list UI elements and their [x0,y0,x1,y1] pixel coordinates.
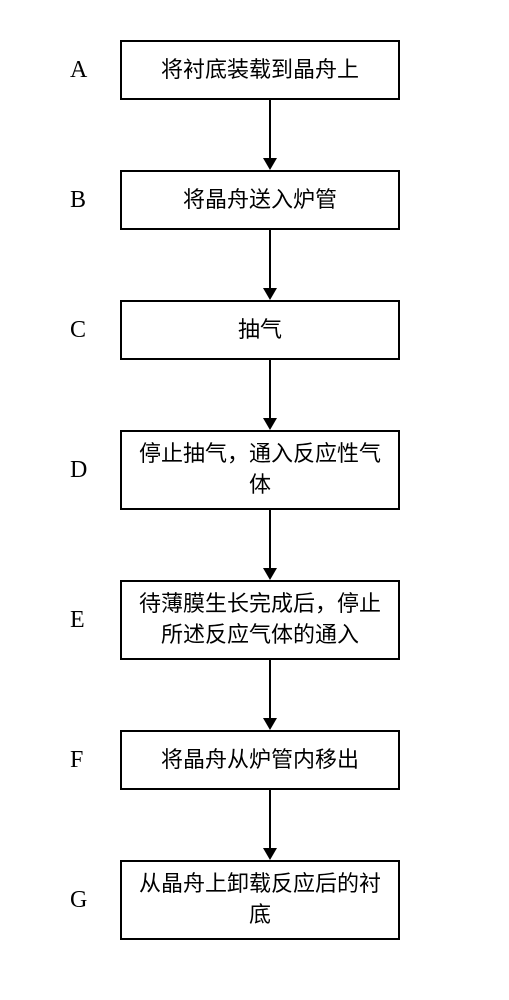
step-label: F [70,747,120,774]
step-box: 从晶舟上卸载反应后的衬底 [120,860,400,940]
flow-arrow [263,790,277,860]
flow-arrow [263,230,277,300]
step-box: 待薄膜生长完成后，停止所述反应气体的通入 [120,580,400,660]
arrow-head-icon [263,418,277,430]
step-text: 待薄膜生长完成后，停止所述反应气体的通入 [138,589,382,651]
step-box: 停止抽气，通入反应性气体 [120,430,400,510]
arrow-head-icon [263,848,277,860]
step-box: 将衬底装载到晶舟上 [120,40,400,100]
flowchart-container: A 将衬底装载到晶舟上 B 将晶舟送入炉管 C 抽气 D 停止抽气，通入反应性气… [0,0,509,1000]
arrow-head-icon [263,718,277,730]
arrow-line [269,230,271,288]
arrow-line [269,660,271,718]
step-label: E [70,607,120,634]
step-a: A 将衬底装载到晶舟上 [70,40,400,100]
step-e: E 待薄膜生长完成后，停止所述反应气体的通入 [70,580,400,660]
flow-arrow [263,660,277,730]
arrow-line [269,790,271,848]
step-c: C 抽气 [70,300,400,360]
step-box: 抽气 [120,300,400,360]
step-box: 将晶舟从炉管内移出 [120,730,400,790]
step-text: 抽气 [238,315,282,346]
step-text: 将晶舟送入炉管 [183,185,337,216]
step-g: G 从晶舟上卸载反应后的衬底 [70,860,400,940]
step-label: A [70,57,120,84]
arrow-line [269,360,271,418]
step-label: D [70,457,120,484]
step-text: 从晶舟上卸载反应后的衬底 [138,869,382,931]
flow-arrow [263,510,277,580]
arrow-head-icon [263,288,277,300]
arrow-line [269,510,271,568]
step-f: F 将晶舟从炉管内移出 [70,730,400,790]
arrow-line [269,100,271,158]
flow-arrow [263,100,277,170]
flow-arrow [263,360,277,430]
arrow-head-icon [263,568,277,580]
step-box: 将晶舟送入炉管 [120,170,400,230]
step-label: B [70,187,120,214]
step-label: G [70,887,120,914]
step-text: 停止抽气，通入反应性气体 [138,439,382,501]
step-label: C [70,317,120,344]
step-text: 将晶舟从炉管内移出 [161,745,359,776]
arrow-head-icon [263,158,277,170]
step-d: D 停止抽气，通入反应性气体 [70,430,400,510]
step-text: 将衬底装载到晶舟上 [161,55,359,86]
step-b: B 将晶舟送入炉管 [70,170,400,230]
